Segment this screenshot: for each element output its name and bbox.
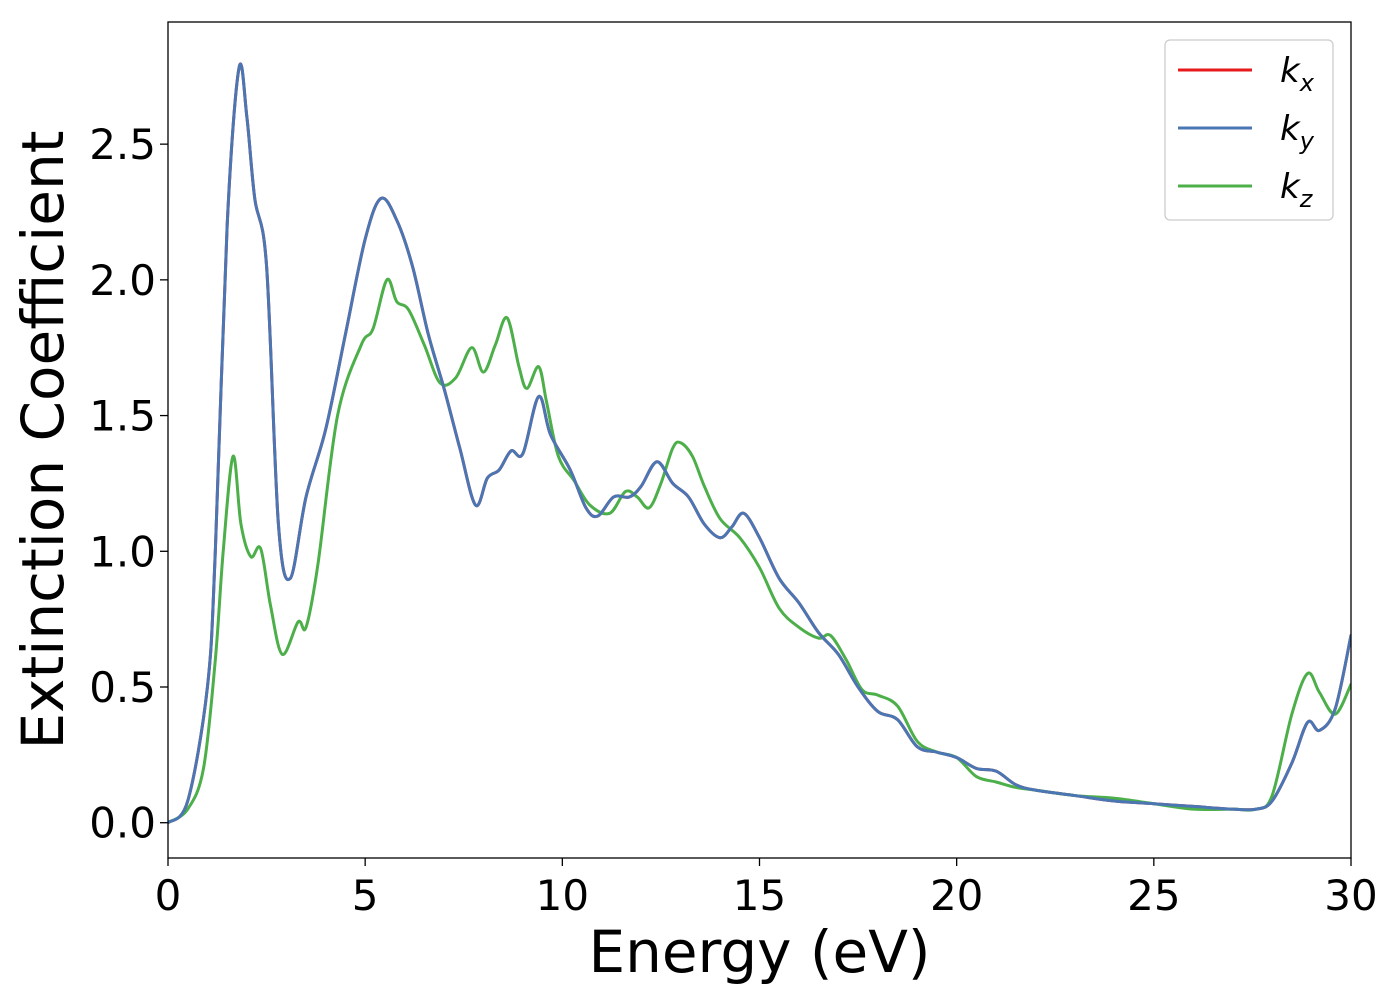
y-axis-title: Extinction Coefficient	[9, 131, 77, 750]
x-tick-label: 30	[1324, 871, 1377, 920]
x-tick-label: 0	[155, 871, 182, 920]
x-tick-label: 10	[536, 871, 589, 920]
legend-box	[1164, 39, 1334, 221]
x-tick-label: 20	[930, 871, 983, 920]
x-axis-title: Energy (eV)	[588, 918, 930, 986]
y-axis-ticks: 0.0 0.5 1.0 1.5 2.0 2.5	[89, 120, 168, 848]
y-tick-label: 0.5	[89, 663, 156, 712]
series-layer	[168, 62, 1351, 825]
x-axis-ticks: 0 5 10 15 20 25 30	[155, 858, 1378, 920]
y-tick-label: 1.5	[89, 392, 156, 441]
series-line-kz	[168, 277, 1351, 825]
y-tick-label: 2.5	[89, 120, 156, 169]
x-tick-label: 25	[1127, 871, 1180, 920]
y-tick-label: 1.0	[89, 527, 156, 576]
series-line-ky	[168, 62, 1351, 825]
x-tick-label: 5	[352, 871, 379, 920]
y-tick-label: 2.0	[89, 256, 156, 305]
x-tick-label: 15	[733, 871, 786, 920]
y-tick-label: 0.0	[89, 799, 156, 848]
